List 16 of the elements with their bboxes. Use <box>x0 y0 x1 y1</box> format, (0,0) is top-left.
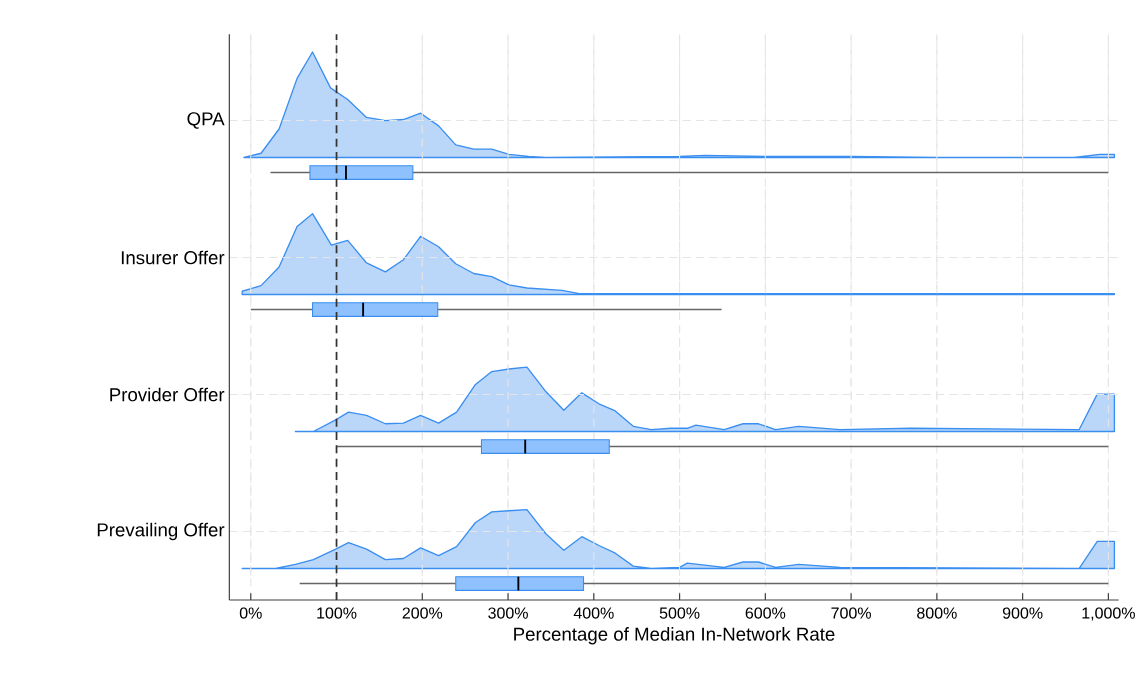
y-tick-label: QPA <box>187 112 225 129</box>
x-tick-label: 400% <box>573 607 614 619</box>
x-tick-label: 600% <box>745 607 786 619</box>
y-tick-label: Provider Offer <box>110 387 225 402</box>
x-tick-label: 100% <box>317 607 357 619</box>
x-tick-label: 900% <box>1002 607 1043 619</box>
x-tick-label: 1,000% <box>1082 607 1135 621</box>
x-tick-label: 200% <box>402 607 443 619</box>
y-tick-label: Prevailing Offer <box>97 522 225 541</box>
x-tick-label: 800% <box>917 607 957 619</box>
x-tick-label: 300% <box>488 607 528 619</box>
x-axis-title: Percentage of Median In-Network Rate <box>514 627 835 645</box>
y-tick-label: Insurer Offer <box>121 250 225 265</box>
x-tick-label: 500% <box>659 607 700 619</box>
x-tick-label: 700% <box>831 607 871 619</box>
x-tick-label: 0% <box>239 607 262 619</box>
